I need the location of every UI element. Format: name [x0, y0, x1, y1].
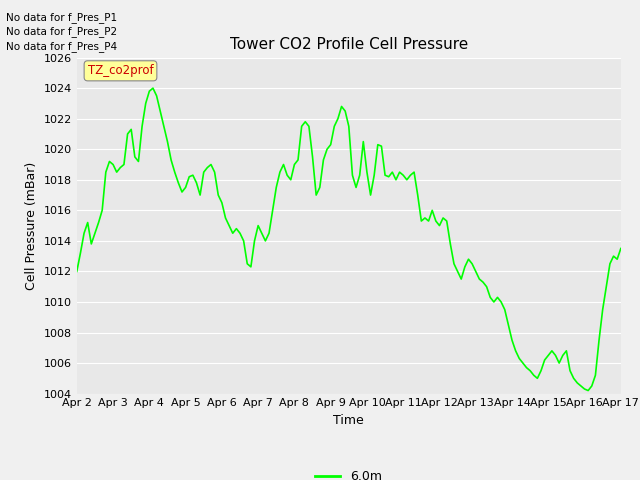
Y-axis label: Cell Pressure (mBar): Cell Pressure (mBar): [25, 161, 38, 290]
X-axis label: Time: Time: [333, 414, 364, 427]
Text: No data for f_Pres_P1: No data for f_Pres_P1: [6, 12, 118, 23]
Text: No data for f_Pres_P2: No data for f_Pres_P2: [6, 26, 118, 37]
Text: No data for f_Pres_P4: No data for f_Pres_P4: [6, 41, 118, 52]
Text: TZ_co2prof: TZ_co2prof: [88, 64, 154, 77]
Title: Tower CO2 Profile Cell Pressure: Tower CO2 Profile Cell Pressure: [230, 37, 468, 52]
Legend: 6.0m: 6.0m: [310, 465, 387, 480]
